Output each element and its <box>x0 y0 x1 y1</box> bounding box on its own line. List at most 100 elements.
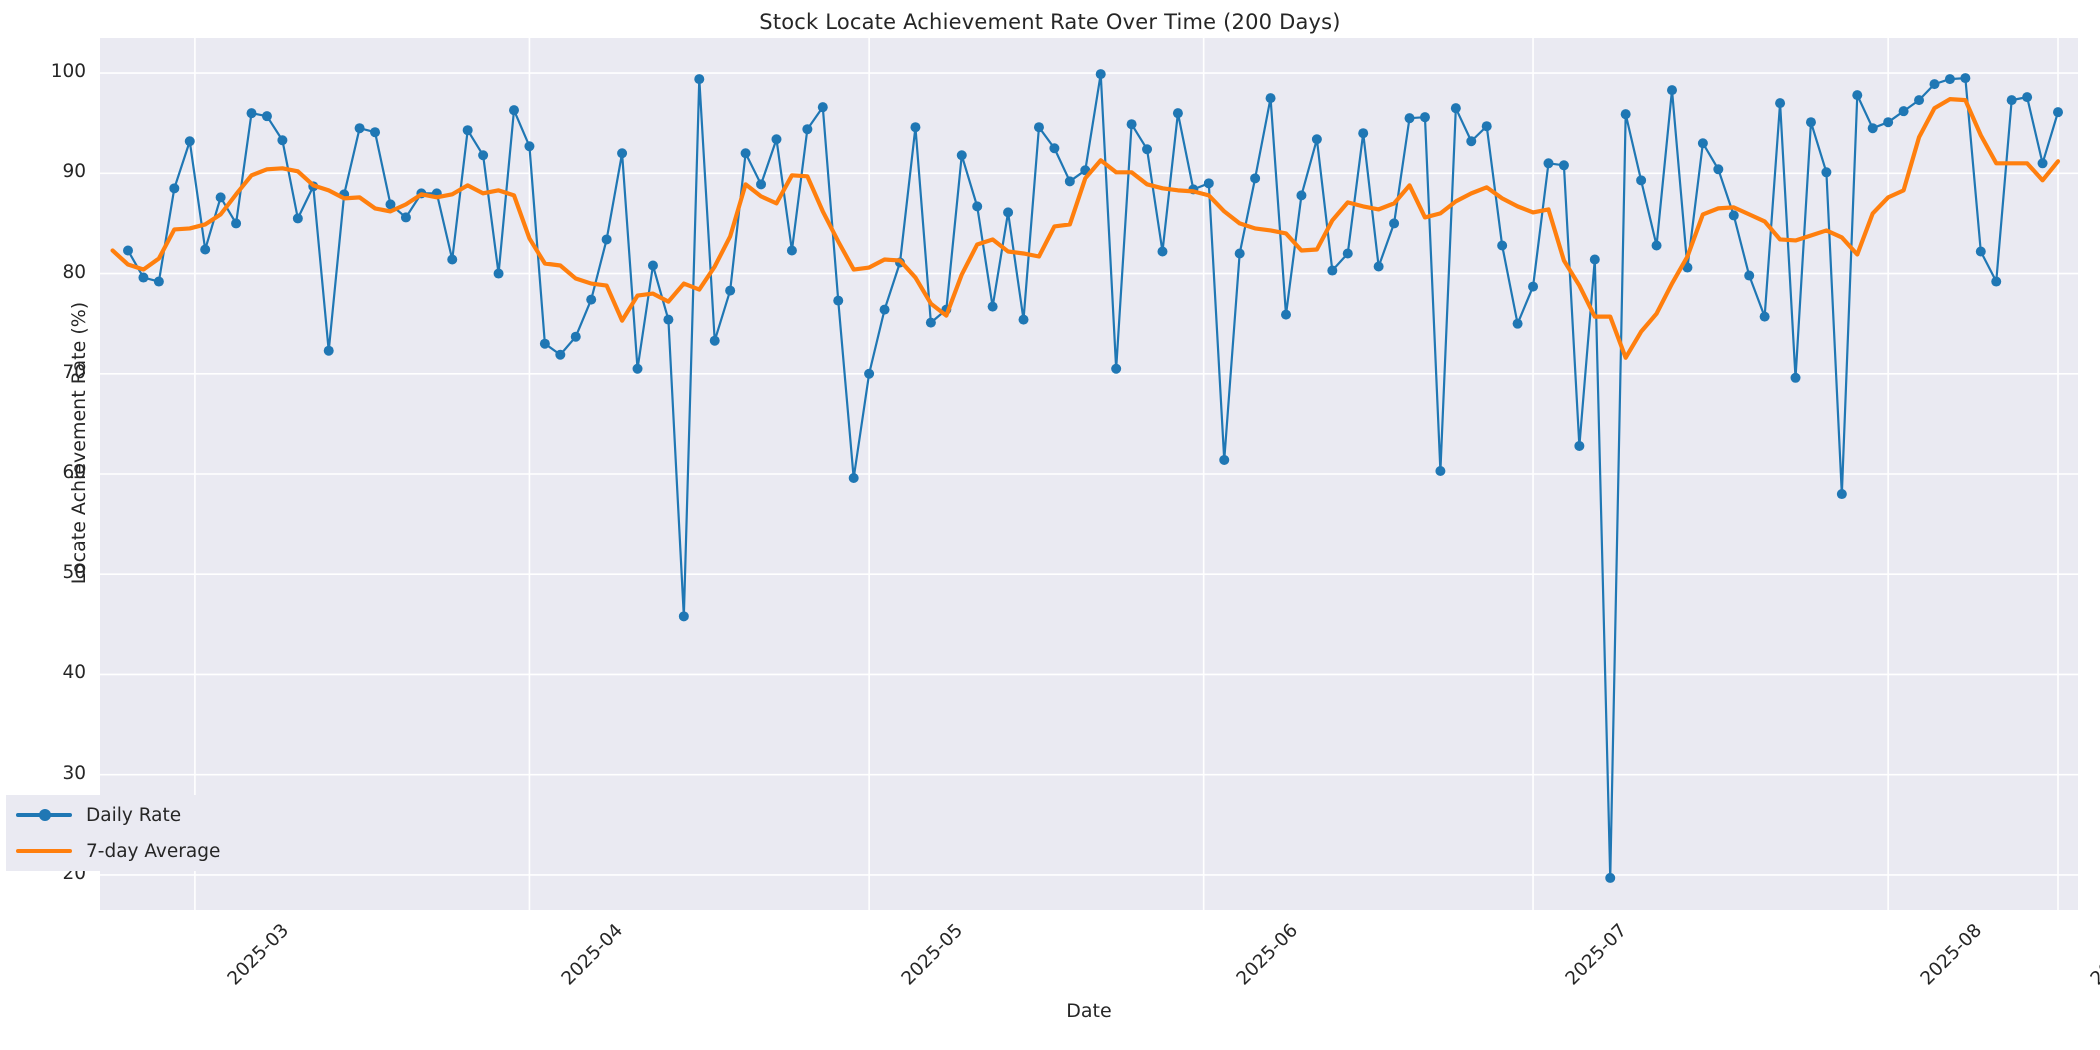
series-line-daily-rate <box>126 72 2060 880</box>
data-point <box>1234 248 1245 259</box>
data-point <box>1203 178 1214 189</box>
data-point <box>925 317 936 328</box>
data-point <box>910 122 921 133</box>
data-point <box>478 150 489 161</box>
y-tick-label: 60 <box>62 462 86 483</box>
data-point <box>1327 265 1338 276</box>
data-point <box>1142 144 1153 155</box>
x-tick-label: 2025-08 <box>1916 920 1987 990</box>
y-tick-label: 90 <box>62 161 86 183</box>
data-point <box>694 74 705 85</box>
data-point <box>1018 314 1029 325</box>
data-point <box>447 254 458 265</box>
y-tick-label: 100 <box>50 61 86 83</box>
data-point <box>1466 136 1477 147</box>
data-point <box>709 335 720 346</box>
data-point <box>1296 190 1307 201</box>
data-point <box>1219 454 1230 465</box>
data-point <box>1049 143 1060 154</box>
data-point <box>864 368 875 379</box>
data-point <box>246 108 257 119</box>
data-point <box>138 272 149 283</box>
data-point <box>1867 123 1878 134</box>
data-point <box>1589 254 1600 265</box>
series-line-7-day-average <box>110 97 2061 360</box>
data-point <box>400 212 411 223</box>
data-point <box>740 148 751 159</box>
data-point <box>586 294 597 305</box>
data-point <box>1883 117 1894 128</box>
data-point <box>1481 121 1492 132</box>
data-point <box>1620 109 1631 120</box>
data-point <box>1528 281 1539 292</box>
data-point <box>555 349 566 360</box>
data-point <box>2037 158 2048 169</box>
plot-area <box>100 38 2078 910</box>
x-tick-label: 2025-07 <box>1561 920 1632 990</box>
data-point <box>292 213 303 224</box>
data-point <box>833 295 844 306</box>
legend-label: 7-day Average <box>86 840 221 862</box>
data-point <box>1790 372 1801 383</box>
data-point <box>1389 218 1400 229</box>
y-tick-label: 50 <box>62 562 86 584</box>
data-point <box>1944 74 1955 85</box>
data-point <box>1419 112 1430 123</box>
data-point <box>848 473 859 484</box>
data-point <box>647 260 658 271</box>
legend-swatch <box>16 804 72 826</box>
data-point <box>570 331 581 342</box>
data-point <box>215 192 226 203</box>
data-point <box>1914 95 1925 106</box>
data-point <box>169 183 180 194</box>
data-point <box>956 150 967 161</box>
data-point <box>539 338 550 349</box>
data-point <box>1497 240 1508 251</box>
data-point <box>1713 164 1724 175</box>
data-point <box>1605 872 1616 883</box>
data-point <box>1512 318 1523 329</box>
data-point <box>1651 240 1662 251</box>
data-point <box>123 245 133 256</box>
data-point <box>1450 103 1461 114</box>
x-tick-label: 2025-05 <box>897 920 968 990</box>
data-point <box>323 345 334 356</box>
data-point <box>1898 106 1909 117</box>
data-point <box>972 201 983 212</box>
data-point <box>987 301 998 312</box>
chart-legend: Daily Rate 7-day Average <box>6 795 233 871</box>
data-point <box>879 304 890 315</box>
data-lines <box>110 69 2063 883</box>
data-point <box>1342 248 1353 259</box>
data-point <box>385 199 396 210</box>
data-point <box>1095 69 1106 80</box>
data-point <box>1821 167 1832 178</box>
data-point <box>1404 113 1415 124</box>
data-point <box>802 124 813 135</box>
data-point <box>1975 246 1986 257</box>
data-point <box>354 123 365 134</box>
y-tick-label: 40 <box>62 662 86 684</box>
data-point <box>2006 95 2017 106</box>
data-point <box>678 611 689 622</box>
data-point <box>601 234 612 245</box>
data-point <box>200 244 211 255</box>
data-point <box>277 135 288 146</box>
x-axis-label: Date <box>1066 1000 1112 1022</box>
data-point <box>1250 173 1261 184</box>
data-point <box>1636 175 1647 186</box>
data-point <box>509 105 519 116</box>
legend-item[interactable]: 7-day Average <box>16 840 220 862</box>
chart-title: Stock Locate Achievement Rate Over Time … <box>759 10 1341 34</box>
data-point <box>2022 92 2033 103</box>
data-point <box>462 125 473 136</box>
data-point <box>632 363 643 374</box>
data-point <box>1991 276 2002 287</box>
data-point <box>1960 73 1971 84</box>
data-point <box>786 245 797 256</box>
data-point <box>617 148 628 159</box>
legend-item[interactable]: Daily Rate <box>16 804 220 826</box>
data-point <box>1929 79 1940 90</box>
data-point <box>1003 207 1014 218</box>
